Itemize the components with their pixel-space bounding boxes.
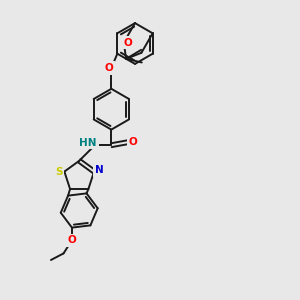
Text: HN: HN (80, 138, 97, 148)
Text: O: O (105, 63, 113, 73)
Text: S: S (55, 167, 63, 177)
Text: N: N (95, 165, 104, 175)
Text: O: O (129, 137, 138, 147)
Text: O: O (68, 235, 76, 245)
Text: O: O (124, 38, 133, 48)
